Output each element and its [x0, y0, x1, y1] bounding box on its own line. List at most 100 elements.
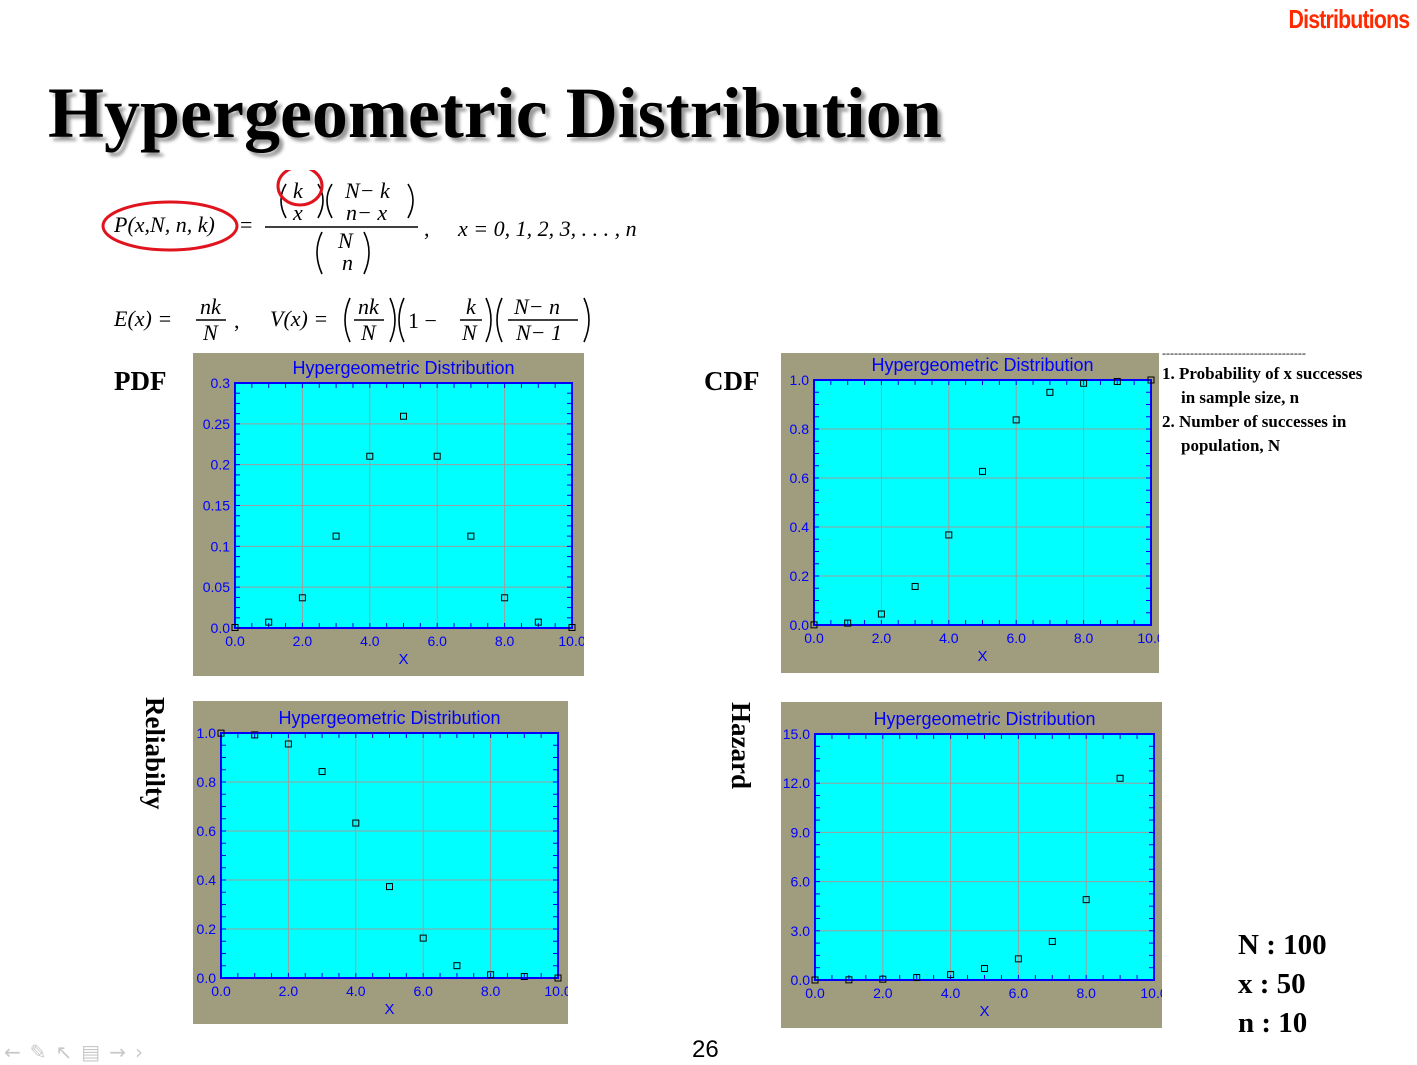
cdf-label: CDF [704, 366, 760, 396]
pen-icon[interactable]: ✎ [29, 1040, 56, 1064]
v-frac2-num: k [466, 294, 477, 319]
data-point [1046, 388, 1054, 396]
x-tick-label: 6.0 [427, 633, 447, 649]
v-frac3-num: N− n [513, 294, 560, 319]
data-point [913, 974, 921, 982]
section-tag: Distributions [1288, 4, 1410, 34]
binom1-top: k [293, 178, 304, 203]
hazard-chart: 0.0 2.0 4.0 6.0 8.0 10.0 0.0 3.0 6.0 9.0 12.0 15.0 H… [781, 702, 1162, 1028]
y-tick-label: 0.0 [791, 972, 811, 988]
data-point [298, 594, 306, 602]
x-tick-label: 10.0 [558, 633, 584, 649]
plot-area [814, 380, 1151, 625]
y-tick-label: 0.0 [211, 620, 231, 636]
data-point [467, 532, 475, 540]
data-point [217, 729, 225, 737]
arrow-left-icon[interactable]: ← [4, 1040, 30, 1064]
data-point [845, 976, 853, 984]
data-point [487, 971, 495, 979]
y-tick-label: 0.6 [197, 823, 217, 839]
highlight-ring-k [276, 170, 324, 207]
pmf-formula: P(x,N, n, k) = k x N− k n− x N n , x = 0… [101, 170, 637, 275]
pmf-equals: = [240, 212, 252, 237]
e-denominator: N [202, 320, 219, 345]
x-tick-label: 0.0 [804, 630, 824, 646]
x-tick-label: 0.0 [211, 983, 231, 999]
plot-border [814, 733, 1155, 981]
x-tick-label: 2.0 [293, 633, 313, 649]
page-title: Hypergeometric Distribution [48, 73, 942, 153]
plot-border [813, 379, 1152, 626]
data-point [844, 619, 852, 627]
x-tick-label: 4.0 [346, 983, 366, 999]
y-tick-label: 0.05 [203, 579, 230, 595]
pmf-range: x = 0, 1, 2, 3, . . . , n [457, 216, 637, 241]
note-item-1: 1. Probability of x successes [1162, 364, 1363, 383]
x-tick-label: 6.0 [1006, 630, 1026, 646]
data-point [265, 618, 273, 626]
x-tick-label: 6.0 [413, 983, 433, 999]
x-axis-label: X [977, 648, 987, 665]
chevron-right-icon[interactable]: › [134, 1040, 152, 1064]
x-axis-label: X [384, 1001, 394, 1018]
y-tick-label: 0.2 [211, 457, 231, 473]
data-point [284, 740, 292, 748]
data-point [979, 467, 986, 475]
data-point [811, 976, 819, 984]
x-tick-label: 10.0 [1137, 630, 1159, 646]
pmf-lhs: P(x,N, n, k) [113, 212, 215, 237]
data-point [945, 531, 953, 539]
binom3-bottom: n [342, 250, 353, 275]
x-tick-label: 10.0 [544, 983, 568, 999]
data-point [520, 973, 528, 981]
page-icon[interactable]: ▤ [81, 1040, 110, 1064]
data-point [332, 532, 340, 540]
v-lhs: V(x) = [270, 306, 328, 331]
pdf-label: PDF [114, 366, 167, 396]
chart-svg: 0.0 2.0 4.0 6.0 8.0 10.0 0.0 3.0 6.0 9.0 12.0 15.0 H… [781, 702, 1162, 1028]
x-tick-label: 2.0 [873, 985, 893, 1001]
x-tick-label: 4.0 [939, 630, 959, 646]
data-point [433, 452, 441, 460]
v-one-minus: 1 − [408, 308, 437, 333]
note-item-2-cont: population, N [1181, 436, 1281, 455]
pointer-icon[interactable]: ↖ [55, 1040, 82, 1064]
data-point [911, 582, 919, 590]
data-point [1048, 937, 1056, 945]
page-number: 26 [692, 1036, 719, 1063]
y-tick-label: 15.0 [783, 726, 810, 742]
e-lhs: E(x) = [113, 306, 172, 331]
data-point [1012, 416, 1020, 424]
plot-border [234, 382, 573, 629]
e-numerator: nk [200, 294, 222, 319]
data-point [1080, 379, 1088, 387]
binom2-top: N− k [344, 178, 391, 203]
data-point [386, 883, 393, 891]
reliability-label: Reliabilty [140, 697, 170, 810]
x-tick-label: 0.0 [225, 633, 245, 649]
data-point [534, 618, 542, 626]
data-point [1147, 376, 1155, 384]
y-tick-label: 6.0 [791, 874, 811, 890]
x-tick-label: 4.0 [360, 633, 380, 649]
x-tick-label: 10.0 [1140, 985, 1162, 1001]
data-point [1113, 377, 1121, 385]
y-tick-label: 1.0 [197, 725, 217, 741]
chart-title: Hypergeometric Distribution [292, 358, 514, 378]
y-tick-label: 1.0 [790, 372, 810, 388]
data-point [366, 452, 374, 460]
x-tick-label: 8.0 [1076, 985, 1096, 1001]
e-comma: , [234, 308, 240, 333]
y-tick-label: 0.1 [211, 538, 231, 554]
data-point [1014, 955, 1022, 963]
y-tick-label: 0.4 [790, 519, 810, 535]
v-frac1-num: nk [358, 294, 380, 319]
x-tick-label: 2.0 [279, 983, 299, 999]
arrow-right-icon[interactable]: → [109, 1040, 135, 1064]
chart-svg: 0.0 2.0 4.0 6.0 8.0 10.0 0.0 0.05 0.1 0.15 0.2 0.25… [193, 353, 584, 676]
notes: ------------------------------------ 1. … [1162, 344, 1412, 458]
note-item-1-cont: in sample size, n [1181, 388, 1300, 407]
x-axis-label: X [979, 1003, 989, 1020]
y-tick-label: 0.2 [197, 921, 217, 937]
y-tick-label: 0.4 [197, 872, 217, 888]
